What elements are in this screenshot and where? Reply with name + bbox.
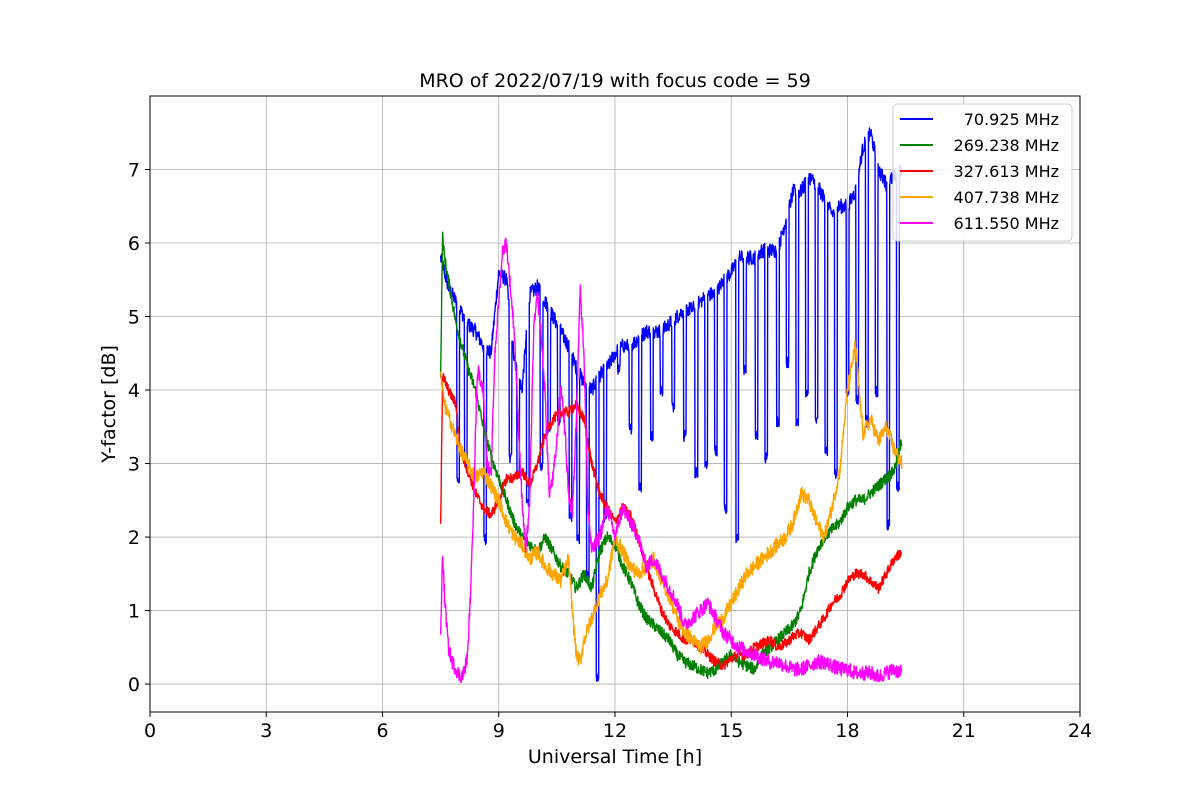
x-axis-label: Universal Time [h] <box>528 746 702 768</box>
series-line-1 <box>439 231 903 680</box>
legend-label-0: 70.925 MHz <box>964 110 1059 129</box>
x-tick-label: 0 <box>144 720 156 742</box>
legend-label-4: 611.550 MHz <box>954 214 1059 233</box>
plot-lines <box>439 127 903 684</box>
y-tick-label: 5 <box>128 307 140 329</box>
x-tick-label: 6 <box>376 720 388 742</box>
legend: 70.925 MHz 269.238 MHz 327.613 MHz 407.738 … <box>892 103 1073 242</box>
legend-label-1: 269.238 MHz <box>954 136 1059 155</box>
x-tick-label: 3 <box>260 720 272 742</box>
y-tick-label: 6 <box>128 233 140 255</box>
y-tick-label: 3 <box>128 454 140 476</box>
legend-box <box>892 103 1073 242</box>
series-line-3 <box>439 340 903 666</box>
y-tick-label: 1 <box>128 601 140 623</box>
x-tick-label: 9 <box>493 720 505 742</box>
y-tick-label: 0 <box>128 674 140 696</box>
legend-label-2: 327.613 MHz <box>954 162 1059 181</box>
y-tick-label: 4 <box>128 380 140 402</box>
x-tick-label: 21 <box>952 720 976 742</box>
y-tick-label: 2 <box>128 527 140 549</box>
chart-title: MRO of 2022/07/19 with focus code = 59 <box>419 70 811 92</box>
x-tick-label: 12 <box>603 720 627 742</box>
x-tick-label: 18 <box>835 720 859 742</box>
x-tick-label: 15 <box>719 720 743 742</box>
series-line-4 <box>439 237 903 684</box>
x-tick-label: 24 <box>1068 720 1092 742</box>
legend-label-3: 407.738 MHz <box>954 188 1059 207</box>
series-line-2 <box>439 373 903 670</box>
y-tick-label: 7 <box>128 160 140 182</box>
y-axis-label: Y-factor [dB] <box>98 345 120 464</box>
